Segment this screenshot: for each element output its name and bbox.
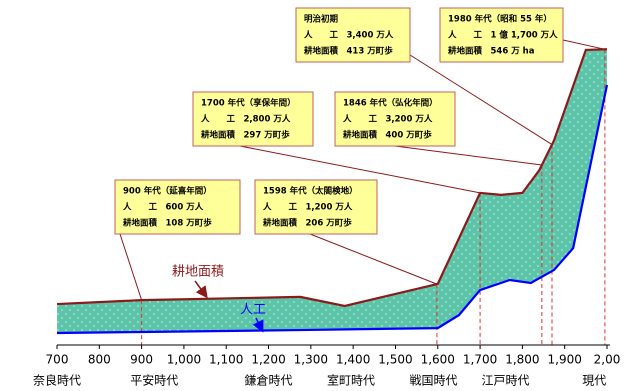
annotation-box [114, 179, 241, 235]
annotation-text: 1700 年代（享保年間） [201, 98, 296, 109]
annotation-leader [239, 145, 481, 194]
x-tick-label: 1,600 [421, 353, 455, 367]
annotation-text: 人 工 3,200 万人 [343, 114, 433, 125]
annotation-leader [394, 145, 542, 166]
series-label: 人工 [240, 303, 266, 318]
period-label: 奈良時代 [33, 373, 81, 388]
series-label: 耕地面積 [172, 264, 224, 280]
series-line [56, 48, 608, 308]
annotation-box [295, 7, 411, 63]
annotation-text: 耕地面積 413 万町歩 [303, 46, 393, 57]
x-tick-label: 800 [88, 353, 111, 367]
annotation-leader [562, 39, 605, 50]
x-tick-label: 1,100 [209, 353, 243, 367]
period-label: 室町時代 [327, 373, 375, 388]
series-line [56, 84, 609, 335]
annotation-box [439, 7, 564, 63]
x-tick-label: 1,800 [505, 353, 539, 367]
x-tick-label: 1,000 [167, 353, 201, 367]
annotation-text: 人 工 600 万人 [123, 202, 204, 213]
period-label: 江戸時代 [481, 374, 529, 388]
annotation-text: 耕地面積 297 万町歩 [200, 130, 290, 141]
period-label: 鎌倉時代 [245, 373, 293, 388]
x-tick-label: 1,300 [294, 353, 328, 367]
annotation-text: 1846 年代（弘化年間） [343, 98, 438, 109]
period-label: 戦国時代 [410, 374, 458, 388]
annotation-box [192, 91, 314, 147]
annotation-text: 1980 年代（昭和 55 年） [448, 14, 552, 25]
annotation-text: 耕地面積 206 万町歩 [262, 218, 352, 229]
x-tick-label: 900 [130, 353, 153, 367]
annotation-text: 人 工 2,800 万人 [201, 114, 291, 125]
x-tick-label: 1,700 [463, 353, 497, 367]
annotation-text: 人 工 3,400 万人 [304, 30, 394, 41]
annotation-leader [409, 54, 553, 145]
band-fill [57, 49, 607, 333]
period-label: 平安時代 [130, 373, 178, 388]
annotation-text: 人 工 1 億 1,700 万人 [448, 30, 558, 41]
period-label: 現代 [582, 374, 606, 388]
annotation-box [254, 179, 378, 235]
x-tick-label: 700 [46, 353, 69, 367]
annotation-box [334, 91, 456, 147]
annotation-text: 人 工 1,200 万人 [263, 202, 353, 213]
annotation-leader [309, 233, 438, 285]
annotation-text: 900 年代（延喜年間） [123, 186, 212, 197]
x-tick-label: 2,00 [594, 353, 621, 367]
series-arrow [194, 280, 208, 299]
annotation-text: 耕地面積 400 万町歩 [342, 130, 432, 141]
x-tick-label: 1,400 [336, 353, 370, 367]
x-tick-label: 1,200 [251, 353, 285, 367]
annotation-text: 1598 年代（太閤検地） [263, 186, 358, 197]
x-tick-label: 1,900 [548, 353, 582, 367]
x-tick-label: 1,500 [378, 353, 412, 367]
annotation-text: 耕地面積 546 万 ha [447, 46, 535, 57]
series-arrow [252, 317, 264, 333]
annotation-text: 耕地面積 108 万町歩 [122, 218, 212, 229]
annotation-text: 明治初期 [304, 14, 339, 25]
annotation-leader [119, 233, 143, 301]
